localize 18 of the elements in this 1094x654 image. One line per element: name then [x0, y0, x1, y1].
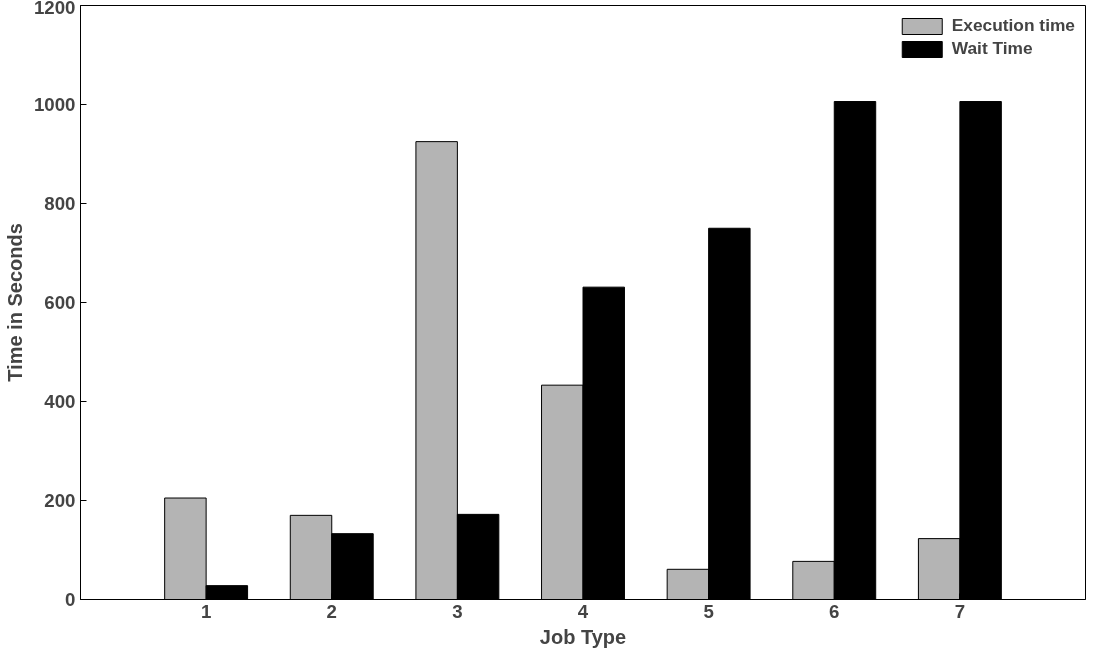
- x-tick-label: 7: [954, 600, 966, 622]
- y-tick-label: 800: [44, 193, 76, 214]
- y-axis-title: Time in Seconds: [4, 223, 26, 382]
- x-tick-label: 6: [829, 600, 840, 622]
- x-tick-label: 1: [200, 600, 212, 622]
- y-tick-label: 1200: [34, 0, 76, 18]
- x-axis-title: Job Type: [539, 625, 627, 648]
- x-tick-label: 5: [703, 600, 714, 622]
- x-tick-label: 2: [326, 600, 337, 622]
- x-tick-label: 3: [452, 600, 463, 622]
- y-tick-label: 1000: [34, 94, 76, 115]
- legend-label: Execution time: [951, 15, 1075, 36]
- x-tick-label: 4: [577, 600, 589, 622]
- y-tick-label: 200: [44, 490, 76, 511]
- y-tick-label: 400: [44, 391, 76, 412]
- legend-label: Wait Time: [951, 38, 1033, 59]
- y-tick-label: 0: [65, 589, 76, 610]
- y-tick-label: 600: [44, 292, 76, 313]
